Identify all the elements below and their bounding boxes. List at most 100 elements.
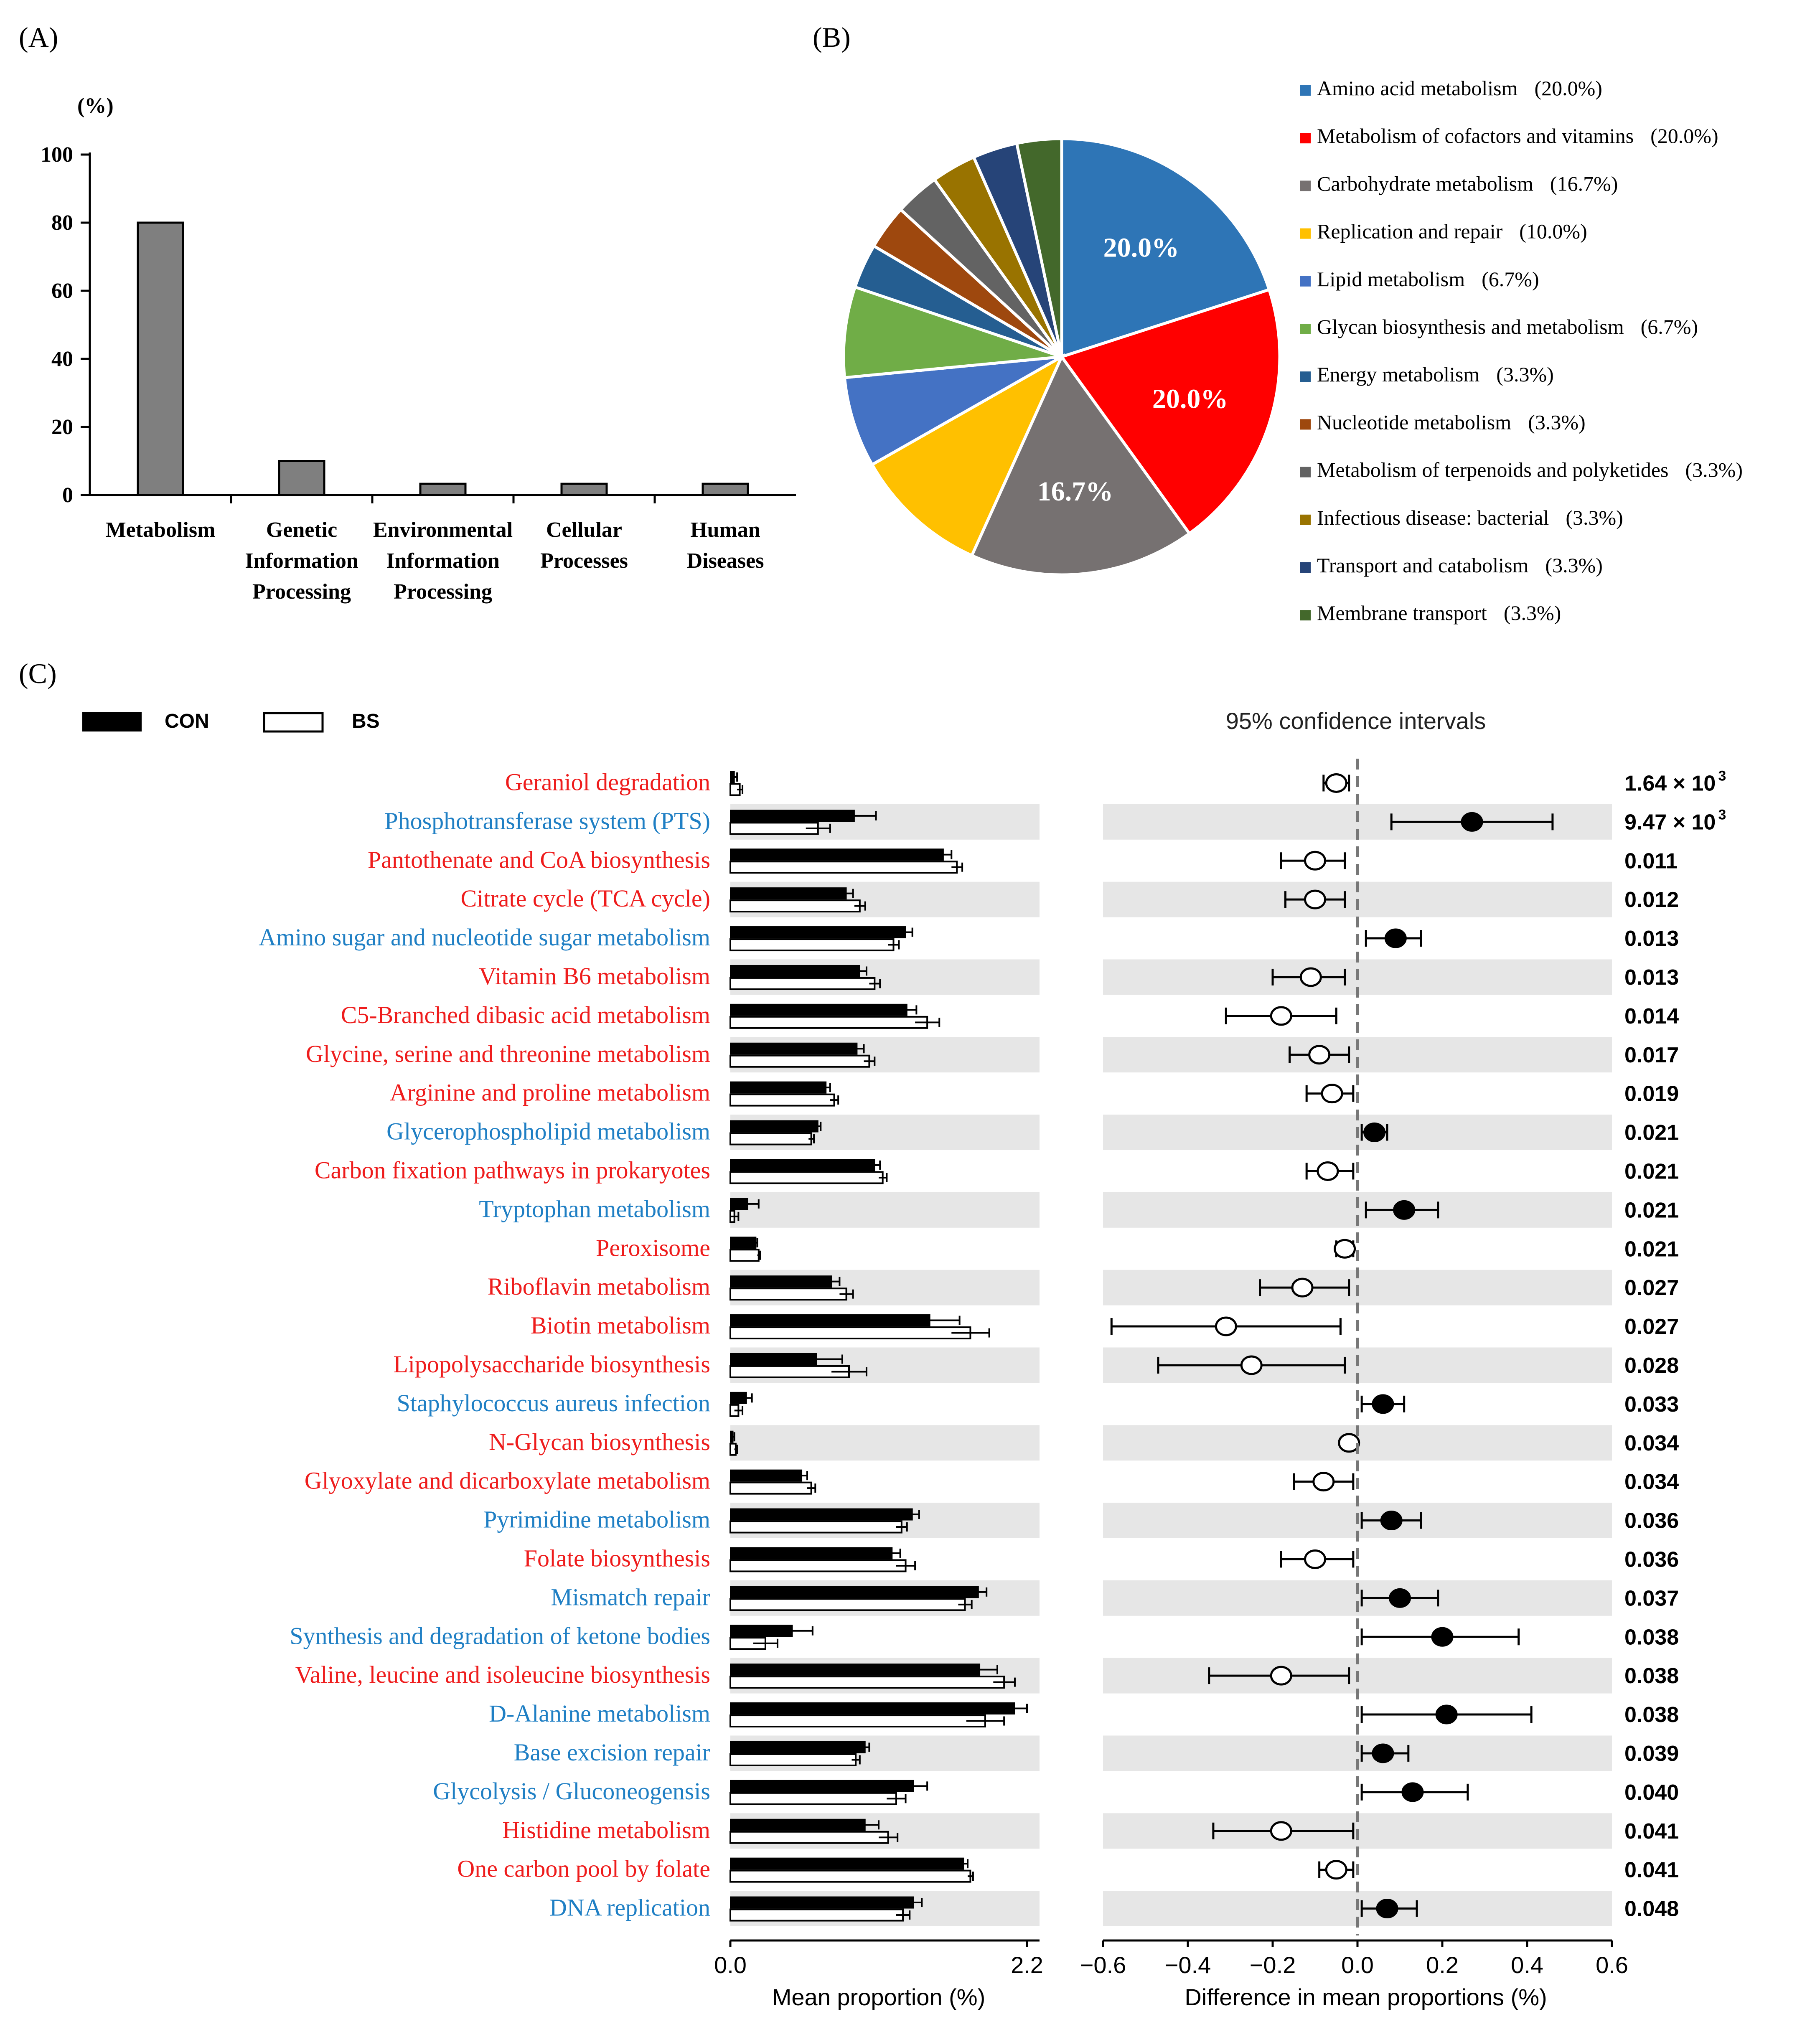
ci-point: [1372, 1394, 1394, 1414]
legend-swatch: [1300, 371, 1311, 382]
pathway-label: Histidine metabolism: [502, 1816, 710, 1844]
bar-con: [730, 1780, 914, 1792]
legend-entry: Metabolism of terpenoids and polyketides: [1317, 458, 1669, 482]
pathway-label: Pyrimidine metabolism: [483, 1506, 710, 1533]
legend-entry: Transport and catabolism: [1317, 554, 1529, 577]
legend-percent: (20.0%): [1534, 76, 1602, 100]
p-value: 0.021: [1624, 1198, 1679, 1222]
pathway-label: Glycerophospholipid metabolism: [386, 1118, 710, 1145]
p-value: 0.037: [1624, 1586, 1679, 1610]
pathway-label: Arginine and proline metabolism: [390, 1079, 710, 1106]
bar-bs: [730, 1714, 986, 1728]
bar-bs: [730, 1908, 904, 1922]
p-value: 0.036: [1624, 1547, 1679, 1572]
y-axis-unit: (%): [77, 94, 114, 118]
ci-point: [1431, 1627, 1454, 1647]
legend-percent: (3.3%): [1504, 601, 1561, 625]
right-x-axis-title: Difference in mean proportions (%): [1185, 1984, 1547, 2010]
pathway-label: One carbon pool by folate: [457, 1855, 710, 1882]
ci-point: [1240, 1355, 1263, 1375]
pathway-label: Geraniol degradation: [505, 768, 710, 795]
ci-point: [1321, 1084, 1343, 1104]
pie-slice: [1015, 137, 1063, 357]
left-x-tick-label: 2.2: [1011, 1952, 1043, 1978]
legend-percent: (20.0%): [1650, 124, 1718, 147]
pie-slice: [843, 355, 1063, 467]
p-value: 0.027: [1624, 1276, 1679, 1300]
pathway-label: Mismatch repair: [551, 1583, 710, 1610]
legend-con-label: CON: [165, 710, 209, 732]
pie-slice: [1060, 137, 1271, 359]
panel-b-label: (B): [813, 21, 851, 53]
y-tick-label: 100: [41, 143, 73, 167]
bar-bs: [730, 1171, 884, 1184]
p-value-exponent: 3: [1718, 807, 1726, 823]
ci-point: [1338, 1433, 1360, 1453]
x-category-label: Metabolism: [106, 518, 216, 542]
x-category-label: Cellular: [546, 518, 622, 542]
p-value: 0.034: [1624, 1470, 1679, 1494]
p-value: 0.039: [1624, 1742, 1679, 1766]
legend-entry: Energy metabolism: [1317, 363, 1479, 386]
legend-percent: (3.3%): [1528, 410, 1585, 434]
legend-swatch: [1300, 180, 1311, 191]
row-shade: [730, 1425, 1040, 1461]
panel-c: (C) CON BS 95% confidence intervals Geranio…: [19, 658, 1726, 2010]
pie-slice-label: 16.7%: [1037, 476, 1113, 507]
bar-con: [730, 1120, 818, 1133]
legend-bs-label: BS: [352, 710, 380, 732]
ci-point: [1312, 1472, 1335, 1492]
legend-bs-swatch: [263, 712, 324, 733]
bar-bs: [730, 1288, 847, 1301]
right-x-tick-label: 0.6: [1596, 1952, 1628, 1978]
right-x-tick-label: 0.2: [1426, 1952, 1459, 1978]
x-category-label: Information: [245, 549, 358, 573]
pathway-label: Biotin metabolism: [531, 1312, 710, 1339]
x-category-label: Environmental: [373, 518, 513, 542]
ci-point: [1270, 1006, 1292, 1026]
pathway-label: D-Alanine metabolism: [489, 1700, 710, 1727]
bar-bs: [730, 977, 876, 990]
bar-bs: [730, 1016, 928, 1029]
legend-entry: Replication and repair: [1317, 220, 1503, 243]
ci-point: [1317, 1161, 1339, 1181]
p-value: 0.014: [1624, 1004, 1679, 1029]
pathway-label: C5-Branched dibasic acid metabolism: [341, 1001, 710, 1029]
ci-point: [1461, 812, 1483, 832]
bar-bs: [730, 1365, 850, 1378]
bar-bs: [730, 822, 819, 835]
legend-swatch: [1300, 228, 1311, 239]
right-x-tick-label: −0.4: [1165, 1952, 1211, 1978]
bar-con: [730, 1469, 803, 1482]
left-x-tick-label: 0.0: [714, 1952, 747, 1978]
pathway-label: Lipopolysaccharide biosynthesis: [393, 1351, 710, 1378]
bar-bs: [730, 1132, 812, 1145]
x-category-label: Human: [690, 518, 760, 542]
bar-con: [730, 1003, 907, 1016]
left-x-axis-title: Mean proportion (%): [772, 1984, 985, 2010]
ci-point: [1304, 889, 1326, 909]
p-value: 1.64 × 10: [1624, 771, 1716, 795]
legend-percent: (10.0%): [1519, 220, 1587, 243]
bar-con: [730, 1314, 930, 1327]
legend-percent: (3.3%): [1496, 363, 1553, 386]
bar-con: [730, 1818, 866, 1831]
legend-swatch: [1300, 276, 1311, 287]
p-value: 9.47 × 10: [1624, 810, 1716, 834]
panel-c-label: (C): [19, 658, 57, 689]
legend-con-swatch: [82, 712, 142, 731]
legend-swatch: [1300, 419, 1311, 430]
p-value: 0.040: [1624, 1780, 1679, 1805]
x-category-label: Genetic: [266, 518, 337, 542]
bar-con: [730, 965, 860, 977]
ci-point: [1270, 1666, 1292, 1686]
legend-percent: (3.3%): [1545, 554, 1602, 577]
legend-percent: (16.7%): [1550, 172, 1618, 195]
x-category-label: Processing: [252, 580, 351, 604]
p-value: 0.036: [1624, 1509, 1679, 1533]
bar-bs: [730, 899, 861, 913]
bar-con: [730, 1896, 914, 1909]
bar: [137, 221, 184, 496]
bar-bs: [730, 1559, 907, 1572]
bar-con: [730, 926, 906, 939]
